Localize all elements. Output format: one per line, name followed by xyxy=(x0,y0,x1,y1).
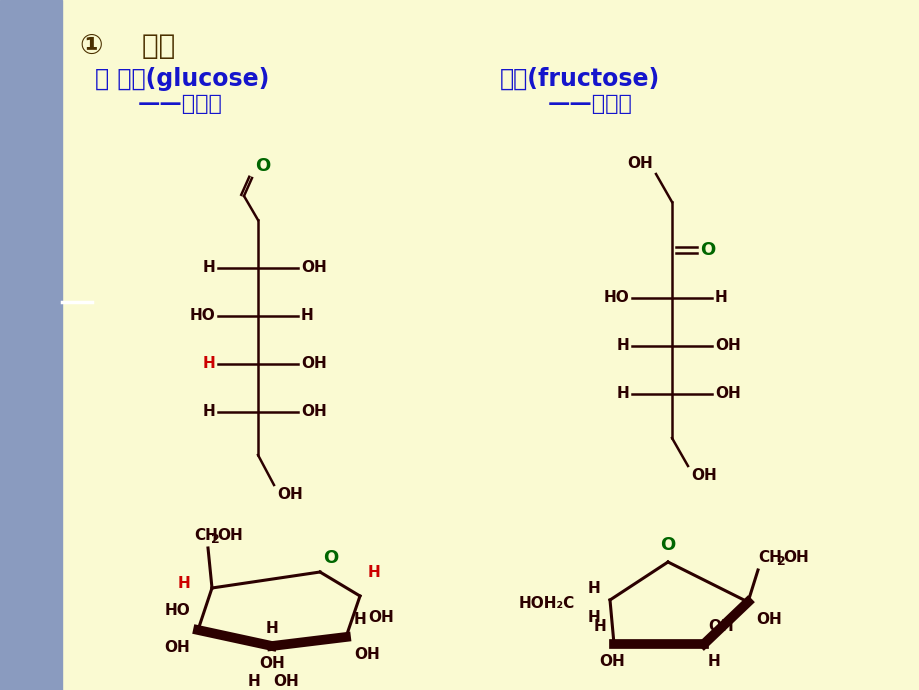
Text: OH: OH xyxy=(301,357,326,371)
Text: H: H xyxy=(714,290,727,306)
Text: 2: 2 xyxy=(210,533,220,546)
Text: OH: OH xyxy=(273,674,299,689)
Text: ①    单糖: ① 单糖 xyxy=(80,32,175,60)
Text: OH: OH xyxy=(598,654,624,669)
Text: OH: OH xyxy=(301,404,326,420)
Bar xyxy=(0,0,62,690)
Text: H: H xyxy=(354,612,367,627)
Text: OH: OH xyxy=(277,487,302,502)
Text: H: H xyxy=(177,577,190,591)
Text: H: H xyxy=(301,308,313,324)
Text: OH: OH xyxy=(165,640,190,655)
Text: HOH₂C: HOH₂C xyxy=(518,595,574,611)
Text: H: H xyxy=(202,357,215,371)
Text: H: H xyxy=(616,386,629,402)
Text: OH: OH xyxy=(627,156,652,171)
Text: OH: OH xyxy=(259,656,285,671)
Text: H: H xyxy=(202,261,215,275)
Text: OH: OH xyxy=(708,619,733,634)
Text: OH: OH xyxy=(755,612,781,627)
Text: CH: CH xyxy=(194,528,218,543)
Text: H: H xyxy=(586,610,599,625)
Text: OH: OH xyxy=(368,610,393,625)
Text: CH: CH xyxy=(757,550,781,565)
Text: 2: 2 xyxy=(777,555,785,568)
Text: OH: OH xyxy=(782,550,808,565)
Text: H: H xyxy=(247,674,260,689)
Text: OH: OH xyxy=(301,261,326,275)
Text: H: H xyxy=(616,339,629,353)
Text: H: H xyxy=(708,654,720,669)
Text: 果糖(fructose): 果糖(fructose) xyxy=(499,67,660,91)
Text: ——已酮糖: ——已酮糖 xyxy=(548,94,632,114)
Text: HO: HO xyxy=(603,290,629,306)
Text: H: H xyxy=(586,581,599,596)
Text: O: O xyxy=(323,549,338,567)
Text: H: H xyxy=(266,621,278,636)
Text: OH: OH xyxy=(217,528,243,543)
Text: O: O xyxy=(699,241,714,259)
Text: 葡 萄糖(glucose): 葡 萄糖(glucose) xyxy=(95,67,269,91)
Text: OH: OH xyxy=(690,468,716,483)
Text: OH: OH xyxy=(354,647,380,662)
Text: HO: HO xyxy=(165,603,190,618)
Text: ——已醉糖: ——已醉糖 xyxy=(138,94,222,114)
Text: HO: HO xyxy=(189,308,215,324)
Text: OH: OH xyxy=(714,339,740,353)
Text: H: H xyxy=(593,619,606,634)
Text: H: H xyxy=(368,565,380,580)
Text: O: O xyxy=(660,536,675,554)
Text: O: O xyxy=(255,157,270,175)
Text: H: H xyxy=(202,404,215,420)
Text: OH: OH xyxy=(714,386,740,402)
